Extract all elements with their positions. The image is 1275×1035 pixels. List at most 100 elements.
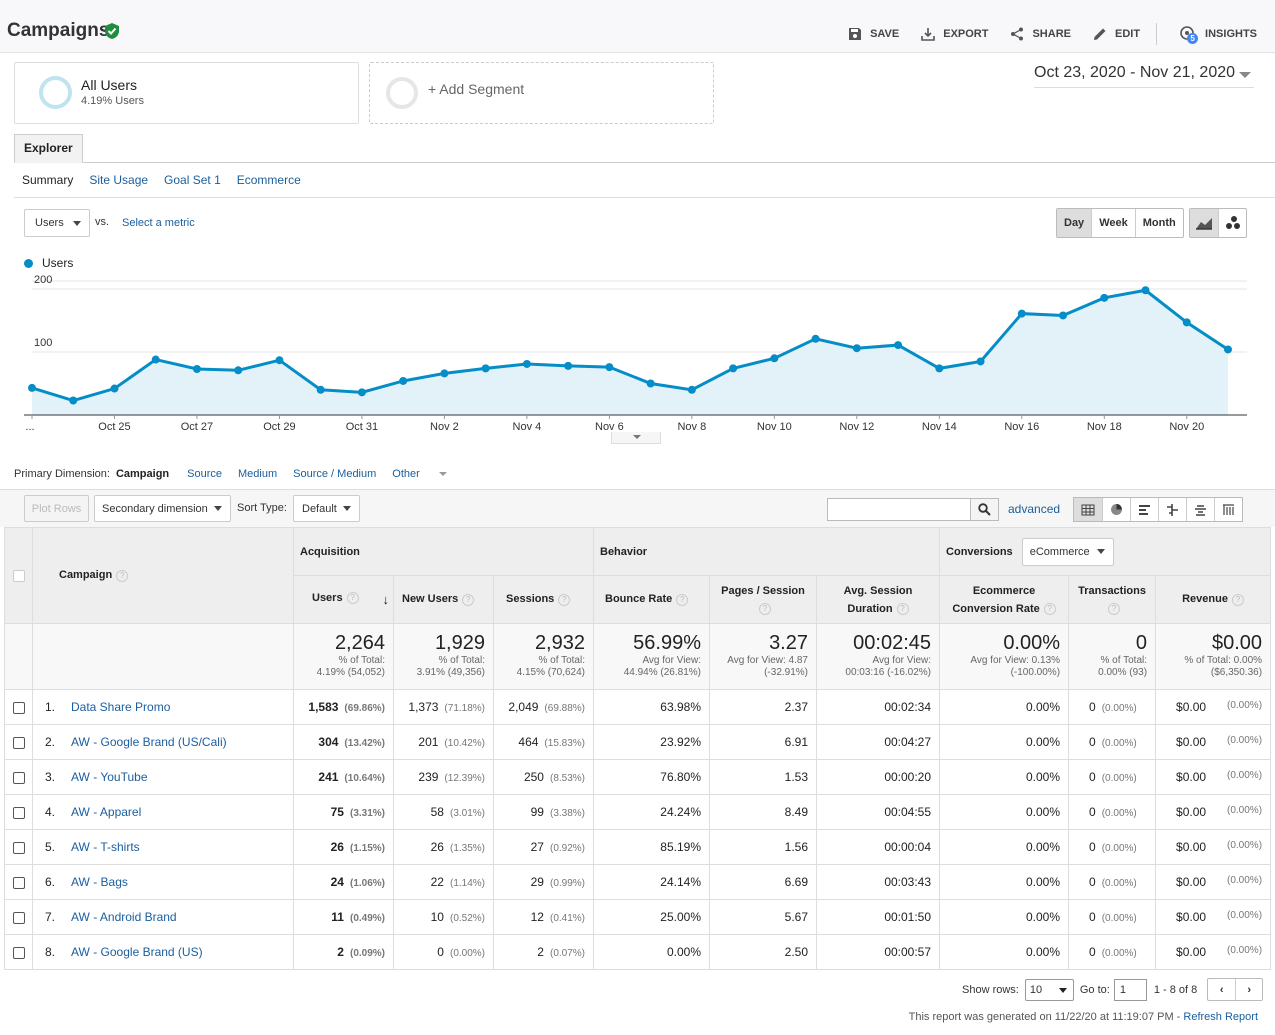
table-row[interactable]: 3. AW - YouTube 241 (10.64%) 239 (12.39%) 250 (… <box>4 759 1272 795</box>
row-checkbox[interactable] <box>12 771 25 784</box>
campaign-link[interactable]: AW - Bags <box>71 875 128 889</box>
help-icon[interactable]: ? <box>462 593 475 606</box>
row-checkbox[interactable] <box>12 911 25 924</box>
prev-page-button[interactable]: ‹ <box>1208 979 1235 1000</box>
view-comparison-button[interactable] <box>1158 498 1186 521</box>
revenue-value: $0.00 <box>1176 840 1207 854</box>
view-term-cloud-button[interactable] <box>1186 498 1214 521</box>
add-segment-button[interactable]: + Add Segment <box>369 62 714 124</box>
help-icon[interactable]: ? <box>759 602 771 615</box>
row-checkbox[interactable] <box>12 736 25 749</box>
avg-duration-column-header[interactable]: Avg. Session Duration? <box>815 575 941 624</box>
metric-select[interactable]: Users <box>24 209 90 237</box>
help-icon[interactable]: ? <box>116 569 129 582</box>
campaign-link[interactable]: AW - Google Brand (US) <box>71 945 203 959</box>
insights-button[interactable]: 5 INSIGHTS <box>1179 25 1257 44</box>
view-pie-button[interactable] <box>1102 498 1130 521</box>
edit-button[interactable]: EDIT <box>1093 27 1140 41</box>
series-line <box>31 288 1229 403</box>
campaign-link[interactable]: AW - T-shirts <box>71 840 140 854</box>
dimension-source[interactable]: Source <box>187 468 223 480</box>
row-checkbox[interactable] <box>12 876 25 889</box>
dimension-source-medium[interactable]: Source / Medium <box>293 468 377 480</box>
export-button[interactable]: EXPORT <box>921 27 988 41</box>
granularity-month-button[interactable]: Month <box>1134 209 1183 237</box>
table-row[interactable]: 8. AW - Google Brand (US) 2 (0.09%) 0 (0.00%)… <box>4 934 1272 970</box>
campaign-link[interactable]: AW - Google Brand (US/Cali) <box>71 735 227 749</box>
users-column-header[interactable]: Users? ↓ <box>293 575 394 624</box>
help-icon[interactable]: ? <box>558 593 571 606</box>
row-checkbox[interactable] <box>12 841 25 854</box>
help-icon[interactable]: ? <box>896 602 909 615</box>
campaign-link[interactable]: AW - YouTube <box>71 770 148 784</box>
show-rows-select[interactable]: 10 <box>1024 978 1074 1001</box>
conversions-select-value: eCommerce <box>1029 545 1090 558</box>
data-point <box>522 359 531 368</box>
transactions-column-header[interactable]: Transactions? <box>1068 575 1157 624</box>
help-icon[interactable]: ? <box>676 593 689 606</box>
help-icon[interactable]: ? <box>346 592 359 605</box>
bounce-rate-cell: 24.24% <box>593 794 710 830</box>
subtab-summary[interactable]: Summary <box>22 173 74 187</box>
sort-type-select[interactable]: Default <box>293 495 360 522</box>
chart-expander[interactable] <box>611 432 661 444</box>
revenue-column-header[interactable]: Revenue? <box>1155 575 1272 624</box>
share-button[interactable]: SHARE <box>1010 27 1071 41</box>
select-all-checkbox[interactable] <box>12 569 25 582</box>
dimension-medium[interactable]: Medium <box>238 468 278 480</box>
search-button[interactable] <box>970 499 998 520</box>
help-icon[interactable]: ? <box>1108 602 1121 615</box>
transactions-percent: (0.00%) <box>1101 738 1137 749</box>
table-row[interactable]: 5. AW - T-shirts 26 (1.15%) 26 (1.35%) 27 (0.92… <box>4 829 1272 865</box>
subtab-goal-set-1[interactable]: Goal Set 1 <box>164 173 221 187</box>
table-row[interactable]: 6. AW - Bags 24 (1.06%) 22 (1.14%) 29 (0.99%) 24… <box>4 864 1272 900</box>
help-icon[interactable]: ? <box>1231 593 1244 606</box>
new-users-column-header[interactable]: New Users? <box>393 575 494 624</box>
avg-duration-cell: 00:01:50 <box>815 899 941 935</box>
row-checkbox[interactable] <box>12 806 25 819</box>
help-icon[interactable]: ? <box>1043 602 1056 615</box>
plot-rows-button[interactable]: Plot Rows <box>24 495 89 522</box>
table-row[interactable]: 4. AW - Apparel 75 (3.31%) 58 (3.01%) 99 (3.38%… <box>4 794 1272 830</box>
granularity-day-button[interactable]: Day <box>1057 209 1092 237</box>
refresh-report-link[interactable]: Refresh Report <box>1183 1011 1258 1023</box>
bounce-rate-column-header[interactable]: Bounce Rate? <box>593 575 710 624</box>
table-row[interactable]: 1. Data Share Promo 1,583 (69.86%) 1,373 (71.… <box>4 689 1272 725</box>
goto-input[interactable]: 1 <box>1113 978 1147 1001</box>
dimension-campaign[interactable]: Campaign <box>115 468 170 480</box>
campaign-link[interactable]: AW - Apparel <box>71 805 142 819</box>
line-chart-button[interactable] <box>1190 209 1218 237</box>
tab-explorer[interactable]: Explorer <box>14 134 83 163</box>
next-page-button[interactable]: › <box>1235 979 1262 1000</box>
new-users-cell: 201 (10.42%) <box>393 724 494 760</box>
motion-chart-button[interactable] <box>1218 209 1246 237</box>
ecom-rate-column-header[interactable]: Ecommerce Conversion Rate? <box>939 575 1070 624</box>
sessions-column-header[interactable]: Sessions? <box>493 575 594 624</box>
subtab-ecommerce[interactable]: Ecommerce <box>236 173 301 187</box>
revenue-percent: (0.00%) <box>1227 875 1263 886</box>
row-checkbox[interactable] <box>12 946 25 959</box>
campaign-link[interactable]: AW - Android Brand <box>71 910 177 924</box>
save-button[interactable]: SAVE <box>848 27 899 41</box>
view-performance-button[interactable] <box>1130 498 1158 521</box>
dimension-other[interactable]: Other <box>392 468 447 480</box>
advanced-filter-link[interactable]: advanced <box>1008 502 1061 516</box>
pages-session-column-header[interactable]: Pages / Session? <box>709 575 817 624</box>
segment-all-users[interactable]: All Users 4.19% Users <box>14 62 359 124</box>
row-checkbox[interactable] <box>12 701 25 714</box>
table-search-input[interactable] <box>827 498 999 521</box>
total-value: 2,264 <box>334 632 385 654</box>
subtab-site-usage[interactable]: Site Usage <box>89 173 149 187</box>
granularity-week-button[interactable]: Week <box>1091 209 1135 237</box>
select-metric-link[interactable]: Select a metric <box>122 217 195 229</box>
view-data-button[interactable] <box>1074 498 1102 521</box>
conversions-select[interactable]: eCommerce <box>1021 537 1114 566</box>
date-range-picker[interactable]: Oct 23, 2020 - Nov 21, 2020 <box>1034 64 1254 88</box>
table-row[interactable]: 2. AW - Google Brand (US/Cali) 304 (13.42%)… <box>4 724 1272 760</box>
table-row[interactable]: 7. AW - Android Brand 11 (0.49%) 10 (0.52%) 12… <box>4 899 1272 935</box>
campaign-link[interactable]: Data Share Promo <box>71 700 171 714</box>
x-tick-label: Nov 10 <box>757 421 792 432</box>
secondary-dimension-select[interactable]: Secondary dimension <box>94 495 231 522</box>
campaign-column-header[interactable]: Campaign? <box>32 527 294 624</box>
view-pivot-button[interactable] <box>1214 498 1242 521</box>
